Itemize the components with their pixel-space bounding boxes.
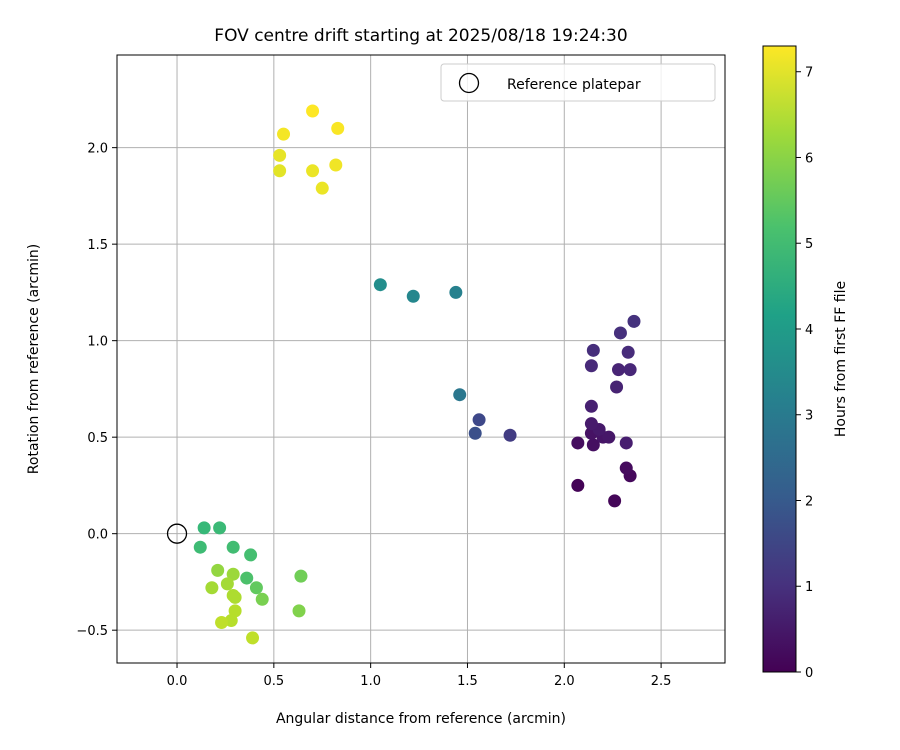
data-point [468, 426, 482, 440]
data-point [215, 615, 229, 629]
colorbar-label: Hours from first FF file [833, 281, 849, 437]
x-axis-label: Angular distance from reference (arcmin) [276, 711, 566, 727]
colorbar: 0 1 2 3 4 5 6 7 Hours from first FF file [762, 45, 849, 681]
colorbar-ticks: 0 1 2 3 4 5 6 7 [796, 66, 813, 681]
y-axis-label: Rotation from reference (arcmin) [26, 244, 42, 474]
data-point [240, 571, 254, 585]
data-point [613, 326, 627, 340]
data-point [571, 478, 585, 492]
data-point [584, 417, 598, 431]
data-point [273, 164, 287, 178]
data-point [226, 567, 240, 581]
chart-title: FOV centre drift starting at 2025/08/18 … [214, 26, 627, 46]
x-tick-label: 1.5 [457, 674, 478, 689]
data-point [306, 104, 320, 118]
data-point [406, 289, 420, 303]
x-tick-label: 0.0 [167, 674, 188, 689]
y-tick-label: 1.5 [87, 238, 108, 253]
data-point [373, 278, 387, 292]
y-tick-label: 0.0 [87, 528, 108, 543]
data-point [213, 521, 227, 535]
data-point [224, 614, 238, 628]
y-tick-label: 2.0 [87, 142, 108, 157]
data-point [571, 436, 585, 450]
y-tick-label: −0.5 [76, 624, 108, 639]
data-point [627, 314, 641, 328]
legend-label: Reference platepar [507, 77, 641, 93]
data-point [193, 540, 207, 554]
colorbar-tick-label: 4 [805, 323, 813, 338]
data-point [249, 581, 263, 595]
plot-frame [116, 54, 726, 664]
x-tick-label: 0.5 [263, 674, 284, 689]
x-ticks: 0.0 0.5 1.0 1.5 2.0 2.5 [167, 663, 672, 689]
colorbar-tick-label: 1 [805, 580, 813, 595]
data-point [608, 494, 622, 508]
colorbar-tick-label: 0 [805, 666, 813, 681]
data-point [586, 343, 600, 357]
data-point [329, 158, 343, 172]
y-tick-label: 1.0 [87, 335, 108, 350]
x-tick-label: 2.5 [651, 674, 672, 689]
data-point [453, 388, 467, 402]
data-point [584, 359, 598, 373]
colorbar-tick-label: 3 [805, 409, 813, 424]
grid [117, 55, 725, 663]
data-point [584, 399, 598, 413]
data-point [226, 540, 240, 554]
data-point [619, 436, 633, 450]
data-point [621, 345, 635, 359]
reference-marker-group [166, 523, 188, 544]
data-point [619, 461, 633, 475]
data-point [197, 521, 211, 535]
data-point [612, 363, 626, 377]
data-point [331, 121, 345, 135]
data-point [602, 430, 616, 444]
legend-box [440, 63, 716, 102]
data-point [586, 438, 600, 452]
data-point [623, 363, 637, 377]
colorbar-gradient [762, 45, 797, 673]
legend-reference-marker [458, 72, 480, 94]
data-point [211, 563, 225, 577]
data-point [277, 127, 291, 141]
data-point [205, 581, 219, 595]
data-point [255, 592, 269, 606]
legend: Reference platepar [440, 63, 716, 102]
reference-platepar-marker [166, 523, 188, 544]
data-point [449, 285, 463, 299]
x-tick-label: 1.0 [360, 674, 381, 689]
data-point [246, 631, 260, 645]
data-point [315, 181, 329, 195]
data-point [292, 604, 306, 618]
colorbar-tick-label: 6 [805, 151, 813, 166]
x-tick-label: 2.0 [554, 674, 575, 689]
data-point [294, 569, 308, 583]
data-point [244, 548, 258, 562]
data-point [273, 148, 287, 162]
colorbar-tick-label: 5 [805, 237, 813, 252]
data-point [220, 577, 234, 591]
data-point [503, 428, 517, 442]
colorbar-tick-label: 2 [805, 494, 813, 509]
data-point [228, 590, 242, 604]
data-points [193, 104, 641, 645]
data-point [610, 380, 624, 394]
data-point [472, 413, 486, 427]
colorbar-tick-label: 7 [805, 66, 813, 81]
data-point [306, 164, 320, 178]
y-tick-label: 0.5 [87, 431, 108, 446]
y-ticks: −0.5 0.0 0.5 1.0 1.5 2.0 [76, 142, 117, 639]
